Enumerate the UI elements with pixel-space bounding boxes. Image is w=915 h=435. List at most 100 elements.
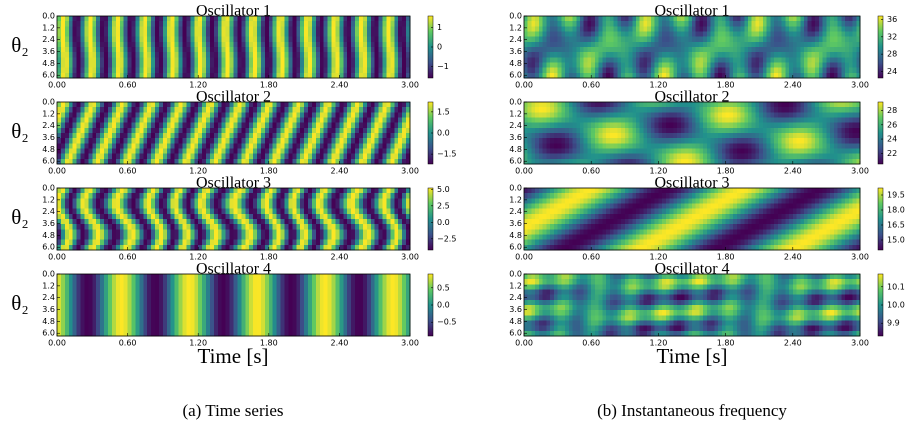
heatmap-cell <box>343 127 348 134</box>
heatmap-cell <box>300 305 305 311</box>
heatmap-cell <box>162 289 168 296</box>
heatmap-cell <box>57 284 62 291</box>
heatmap-cell <box>587 41 592 48</box>
heatmap-cell <box>249 57 254 64</box>
heatmap-cell <box>538 47 544 53</box>
heatmap-cell <box>241 52 246 58</box>
heatmap-cell <box>609 21 615 27</box>
heatmap-cell <box>249 138 254 144</box>
heatmap-cell <box>80 143 86 150</box>
heatmap-cell <box>335 224 340 230</box>
heatmap-cell <box>257 57 262 64</box>
heatmap-cell <box>654 62 659 69</box>
heatmap-cell <box>296 239 301 246</box>
heatmap-cell <box>327 72 333 79</box>
heatmap-cell <box>60 299 66 306</box>
heatmap-cell <box>209 208 215 215</box>
heatmap-cell <box>158 224 164 230</box>
heatmap-cell <box>241 244 246 251</box>
heatmap-cell <box>84 299 89 306</box>
heatmap-cell <box>190 244 195 251</box>
heatmap-cell <box>158 229 164 236</box>
heatmap-cell <box>68 299 74 306</box>
heatmap-cell <box>221 26 227 33</box>
heatmap-cell <box>100 203 105 210</box>
heatmap-cell <box>135 208 140 215</box>
heatmap-cell <box>217 193 223 199</box>
heatmap-cell <box>147 127 152 134</box>
heatmap-cell <box>57 315 62 322</box>
heatmap-cell <box>241 102 246 108</box>
heatmap-cell <box>390 279 395 285</box>
heatmap-cell <box>386 143 391 150</box>
heatmap-cell <box>636 67 641 74</box>
heatmap-cell <box>654 26 659 33</box>
heatmap-cell <box>80 52 86 58</box>
heatmap-cell <box>621 16 626 22</box>
heatmap-cell <box>60 102 66 108</box>
heatmap-cell <box>268 198 274 205</box>
heatmap-cell <box>158 294 164 301</box>
heatmap-cell <box>531 31 536 38</box>
heatmap-cell <box>665 57 671 64</box>
heatmap-cell <box>162 133 168 139</box>
heatmap-cell <box>80 224 86 230</box>
heatmap-cell <box>319 305 325 311</box>
heatmap-cell <box>96 219 101 225</box>
heatmap-cell <box>186 67 191 74</box>
heatmap-cell <box>68 16 74 22</box>
heatmap-cell <box>233 138 239 144</box>
heatmap-cell <box>366 310 372 316</box>
heatmap-cell <box>92 133 97 139</box>
heatmap-cell <box>123 57 129 64</box>
heatmap-cell <box>315 208 321 215</box>
heatmap-cell <box>127 294 133 301</box>
heatmap-cell <box>233 294 239 301</box>
heatmap-cell <box>107 143 113 150</box>
heatmap-cell <box>241 36 246 43</box>
heatmap-cell <box>264 315 270 322</box>
heatmap-cell <box>147 41 152 48</box>
heatmap-cell <box>292 158 297 165</box>
heatmap-cell <box>304 148 309 155</box>
heatmap-cell <box>147 47 152 53</box>
heatmap-cell <box>550 52 555 58</box>
heatmap-cell <box>72 158 78 165</box>
heatmap-cell <box>155 188 160 194</box>
heatmap-cell <box>339 315 344 322</box>
heatmap-cell <box>92 67 97 74</box>
heatmap-cell <box>213 330 219 337</box>
heatmap-cell <box>158 112 164 119</box>
heatmap-cell <box>249 26 254 33</box>
heatmap-cell <box>300 62 305 69</box>
heatmap-cell <box>264 193 270 199</box>
heatmap-cell <box>68 320 74 327</box>
heatmap-cell <box>355 31 360 38</box>
heatmap-cell <box>68 219 74 225</box>
heatmap-cell <box>673 67 678 74</box>
heatmap-cell <box>186 62 191 69</box>
heatmap-cell <box>308 47 313 53</box>
heatmap-cell <box>229 158 235 165</box>
heatmap-cell <box>292 310 297 316</box>
heatmap-cell <box>296 122 301 129</box>
heatmap-cell <box>143 289 148 296</box>
heatmap-cell <box>366 41 372 48</box>
heatmap-cell <box>119 102 125 108</box>
heatmap-cell <box>613 21 618 27</box>
heatmap-cell <box>64 203 70 210</box>
heatmap-cell <box>241 21 246 27</box>
heatmap-cell <box>229 148 235 155</box>
heatmap-cell <box>217 198 223 205</box>
heatmap-cell <box>335 244 340 251</box>
heatmap-cell <box>225 330 231 337</box>
heatmap-cell <box>178 148 184 155</box>
x-tick-label: 1.20 <box>189 167 207 176</box>
heatmap-cell <box>217 320 223 327</box>
heatmap-cell <box>104 193 109 199</box>
heatmap-cell <box>143 244 148 251</box>
heatmap-cell <box>245 289 250 296</box>
heatmap-cell <box>643 16 648 22</box>
heatmap-cell <box>304 208 309 215</box>
heatmap-cell <box>202 127 207 134</box>
